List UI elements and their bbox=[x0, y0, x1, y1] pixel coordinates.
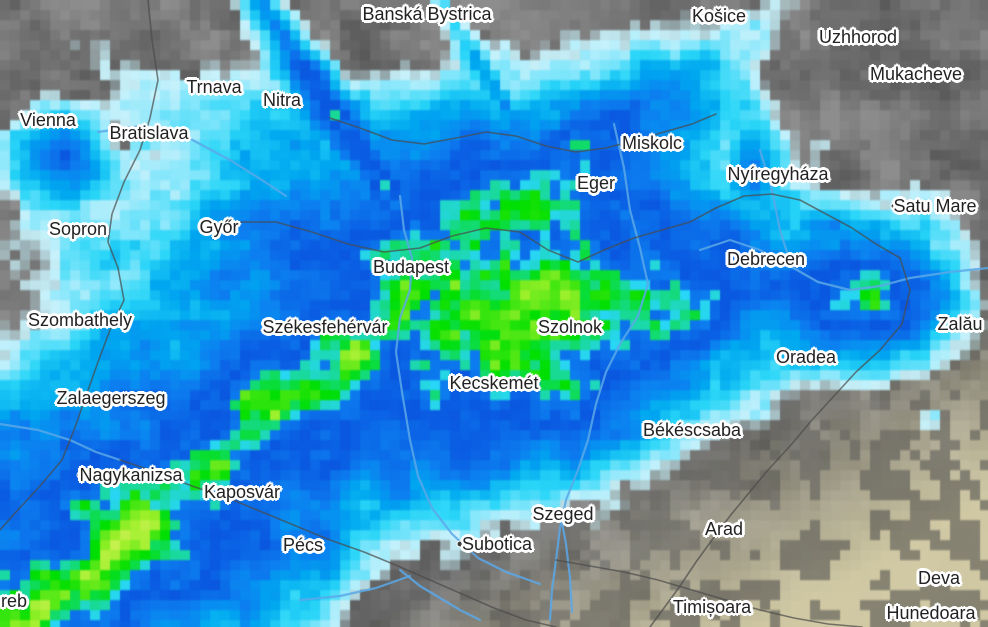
city-dot-satu-mare bbox=[890, 202, 898, 210]
river-danube-north bbox=[96, 124, 288, 198]
city-label-nyíregyháza[interactable]: Nyíregyháza bbox=[727, 164, 829, 184]
city-label-debrecen[interactable]: Debrecen bbox=[726, 249, 806, 269]
river-danube-bend bbox=[394, 194, 542, 586]
city-label-nitra[interactable]: Nitra bbox=[262, 90, 302, 110]
city-label-arad[interactable]: Arad bbox=[704, 519, 744, 539]
city-label-pécs[interactable]: Pécs bbox=[282, 535, 324, 555]
river-upper-hungary-river bbox=[298, 574, 412, 602]
city-label-zalaegerszeg[interactable]: Zalaegerszeg bbox=[56, 388, 166, 408]
river-danube-serbia bbox=[398, 568, 482, 622]
city-label-mukacheve[interactable]: Mukacheve bbox=[869, 64, 963, 84]
city-label-kaposvár[interactable]: Kaposvár bbox=[203, 482, 281, 502]
city-label-kecskemét[interactable]: Kecskemét bbox=[449, 373, 539, 393]
rivers-group bbox=[0, 122, 988, 622]
city-label-oradea[interactable]: Oradea bbox=[775, 347, 837, 367]
city-label-timișoara[interactable]: Timișoara bbox=[672, 597, 752, 617]
city-label-budapest[interactable]: Budapest bbox=[372, 257, 450, 277]
city-label-vienna[interactable]: Vienna bbox=[20, 110, 76, 130]
city-label-szolnok[interactable]: Szolnok bbox=[537, 317, 603, 337]
city-label-székesfehérvár[interactable]: Székesfehérvár bbox=[262, 317, 388, 337]
country-borders-group bbox=[0, 0, 911, 627]
city-label-banská-bystrica[interactable]: Banská Bystrica bbox=[362, 4, 492, 24]
border-slovak-ridge bbox=[329, 113, 717, 153]
river-tisza bbox=[548, 122, 650, 622]
border-hu-hr-border bbox=[119, 459, 557, 627]
city-label-satu-mare[interactable]: Satu Mare bbox=[893, 196, 977, 216]
border-sk-hu-border bbox=[205, 207, 717, 263]
city-label-hunedoara[interactable]: Hunedoara bbox=[886, 603, 976, 623]
city-label-zalău[interactable]: Zalău bbox=[937, 314, 983, 334]
city-label-uzhhorod[interactable]: Uzhhorod bbox=[818, 27, 898, 47]
river-ukraine-river bbox=[698, 238, 988, 292]
city-label-reb[interactable]: reb bbox=[0, 591, 28, 611]
city-label-győr[interactable]: Győr bbox=[199, 217, 239, 237]
city-label-szeged[interactable]: Szeged bbox=[532, 504, 594, 524]
city-dot-subotica bbox=[456, 540, 464, 548]
city-label-sopron[interactable]: Sopron bbox=[48, 219, 108, 239]
city-label-deva[interactable]: Deva bbox=[917, 568, 961, 588]
city-label-miskolc[interactable]: Miskolc bbox=[621, 133, 683, 153]
city-label-košice[interactable]: Košice bbox=[691, 6, 747, 26]
border-at-sk-hu-border bbox=[0, 0, 159, 531]
city-label-trnava[interactable]: Trnava bbox=[186, 77, 242, 97]
border-rs-ro-border bbox=[555, 559, 863, 627]
city-dot-nagykanizsa bbox=[76, 471, 84, 479]
city-label-szombathely[interactable]: Szombathely bbox=[27, 310, 133, 330]
river-ukraine-river2 bbox=[758, 148, 792, 264]
border-hu-ua-border bbox=[715, 193, 901, 259]
city-label-nagykanizsa[interactable]: Nagykanizsa bbox=[79, 465, 183, 485]
border-hu-ro-border bbox=[649, 257, 911, 627]
city-label-békéscsaba[interactable]: Békéscsaba bbox=[642, 420, 742, 440]
city-label-bratislava[interactable]: Bratislava bbox=[109, 123, 189, 143]
river-tisza-lower bbox=[558, 510, 574, 614]
city-label-eger[interactable]: Eger bbox=[576, 173, 616, 193]
city-label-subotica[interactable]: Subotica bbox=[461, 534, 533, 554]
